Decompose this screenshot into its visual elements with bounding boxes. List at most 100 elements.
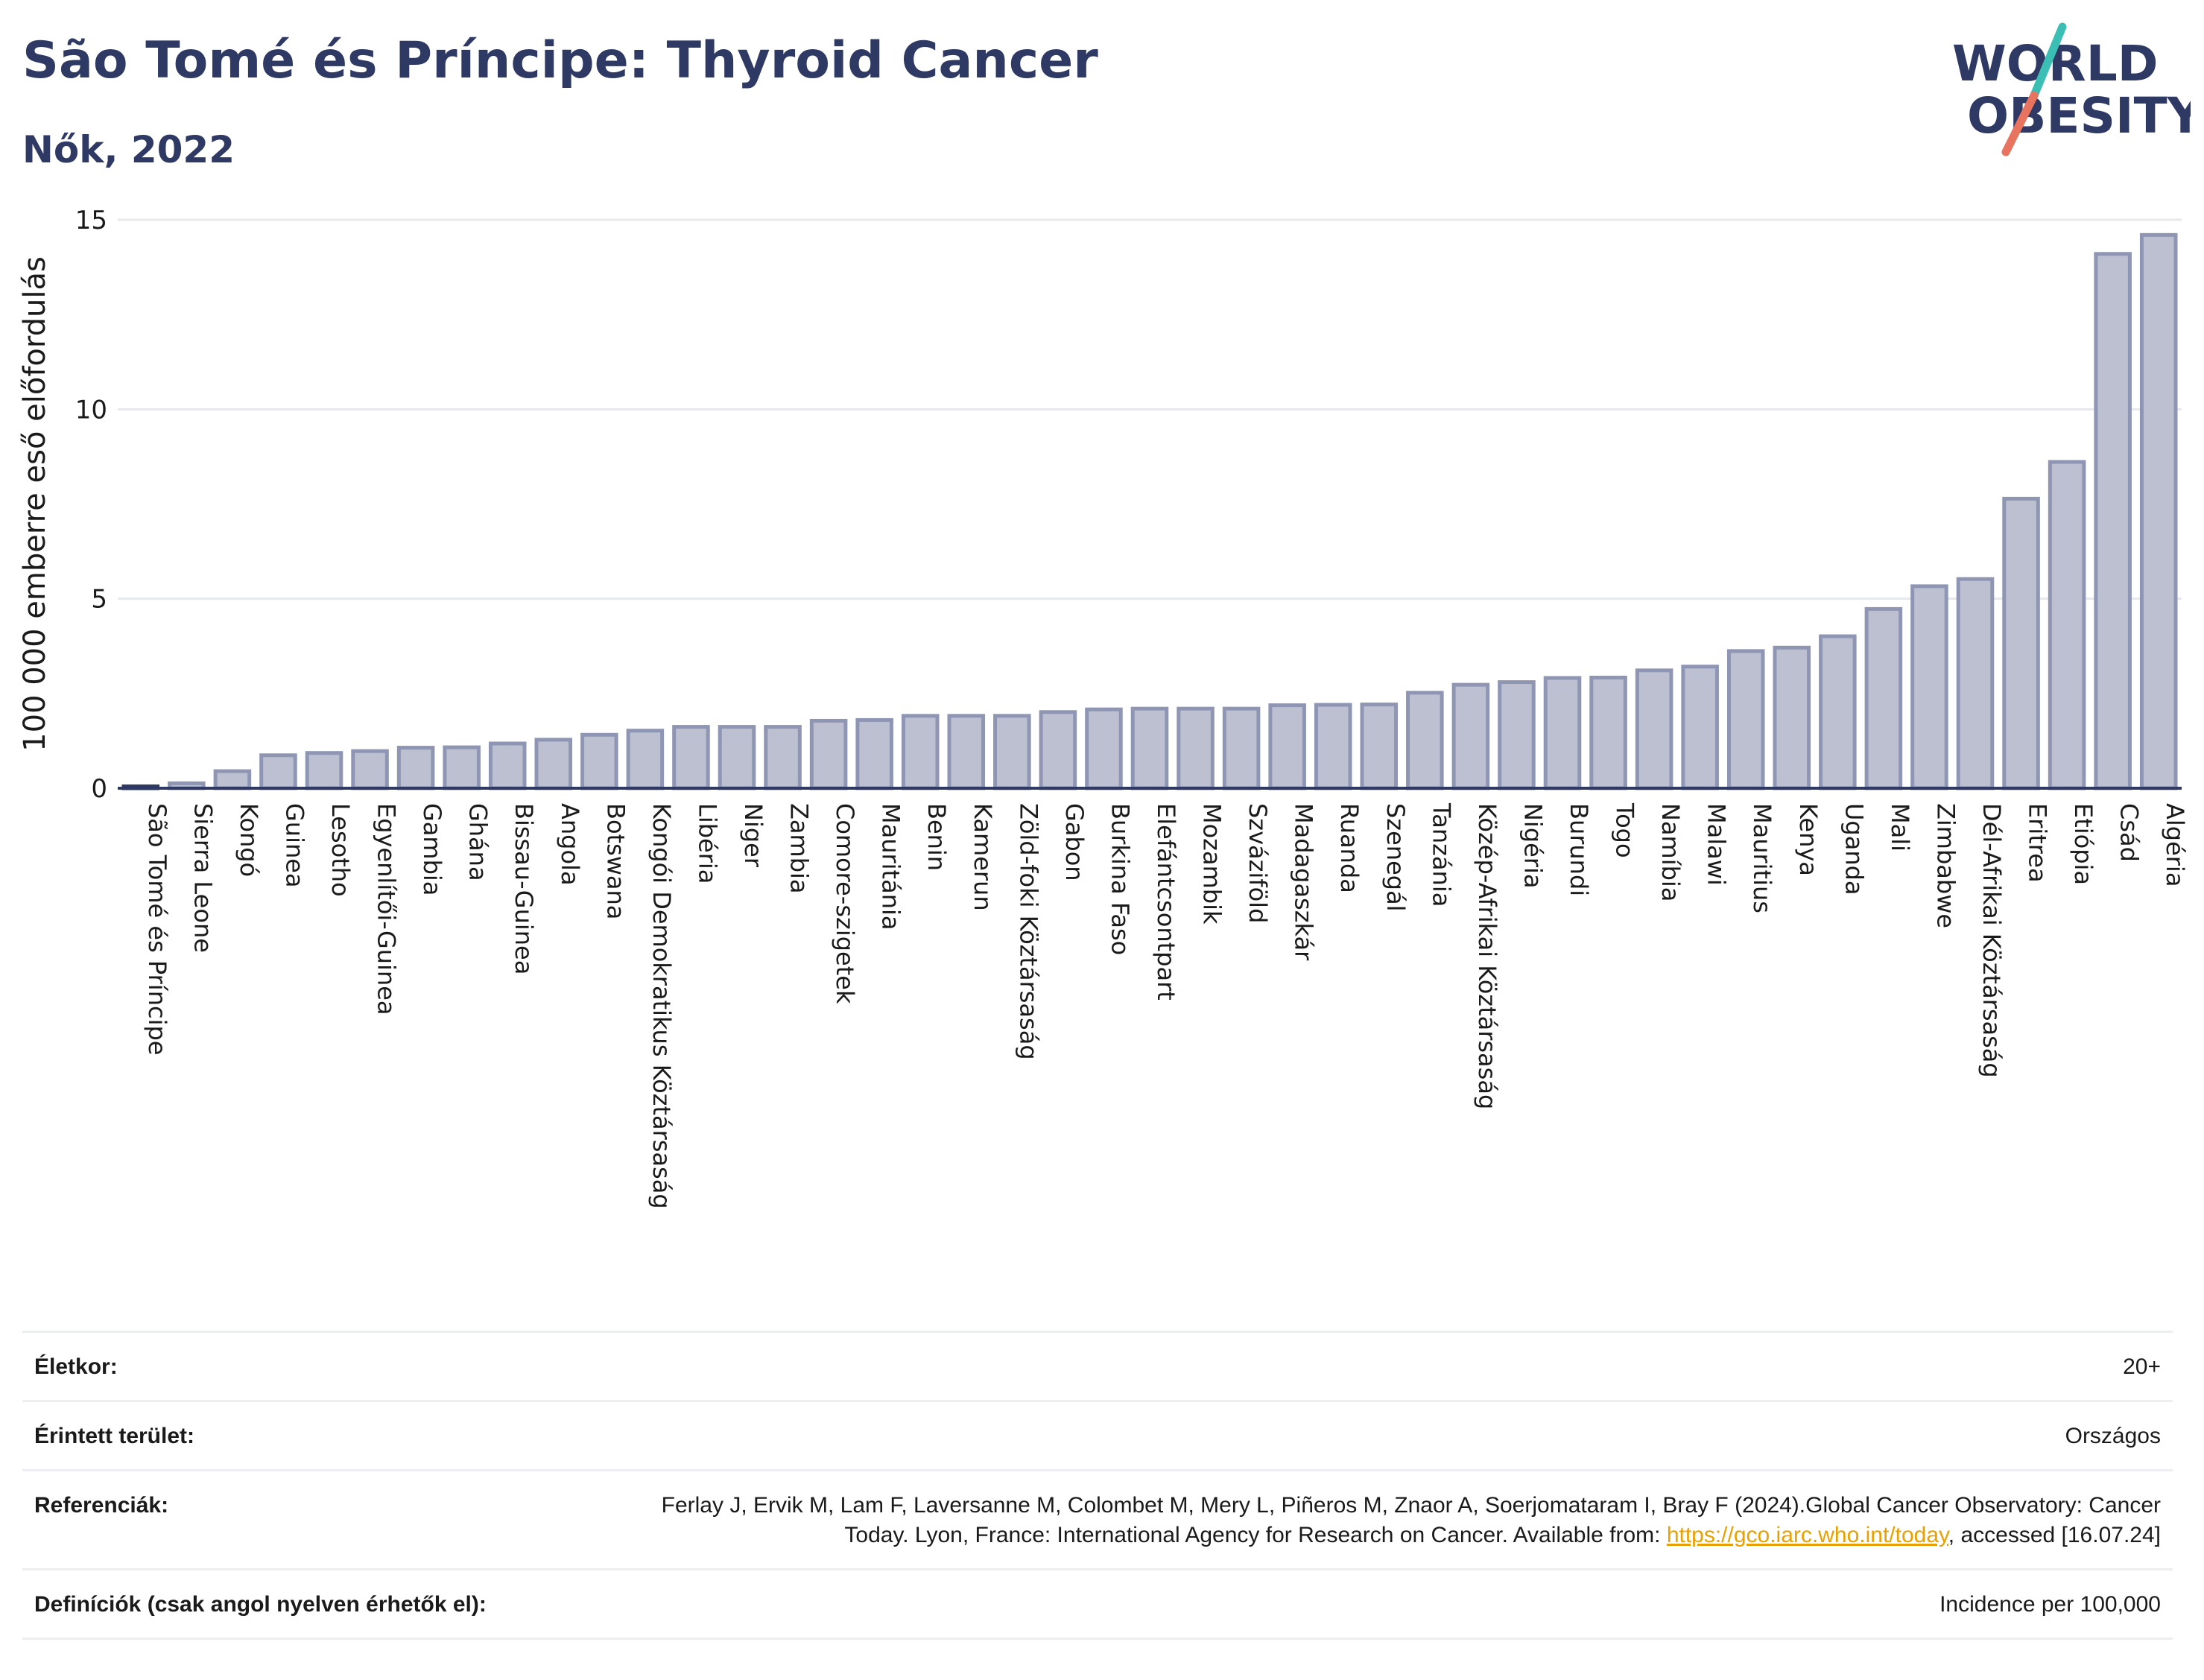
x-tick-label: Zambia xyxy=(785,803,814,894)
info-row-definitions: Definíciók (csak angol nyelven érhetők e… xyxy=(22,1568,2173,1640)
bar xyxy=(1498,680,1536,790)
bar xyxy=(1451,682,1490,790)
x-tick-label: Benin xyxy=(922,803,951,871)
x-tick-label: Mauritánia xyxy=(877,803,905,930)
x-tick-label: Mali xyxy=(1886,803,1914,852)
bar xyxy=(1314,703,1352,790)
x-tick-label: Comore-szigetek xyxy=(831,803,859,1004)
x-tick-label: Lesotho xyxy=(326,803,355,897)
bar xyxy=(718,725,756,790)
x-tick-label: Egyenlítői-Guinea xyxy=(373,803,401,1015)
x-tick-label: Bissau-Guinea xyxy=(510,803,538,974)
y-tick-label: 15 xyxy=(75,206,107,235)
x-tick-label: Tanzánia xyxy=(1427,802,1455,907)
x-tick-label: Guinea xyxy=(280,803,308,888)
info-row-age: Életkor: 20+ xyxy=(22,1331,2173,1400)
logo-text-obesity: OBESITY xyxy=(1967,87,2191,145)
x-tick-label: Malawi xyxy=(1703,803,1731,886)
x-tick-label: Burkina Faso xyxy=(1106,803,1134,955)
reference-text: Ferlay J, Ervik M, Lam F, Laversanne M, … xyxy=(661,1493,2161,1547)
reference-link[interactable]: https://gco.iarc.who.int/today xyxy=(1666,1523,1948,1547)
x-tick-label: Nigéria xyxy=(1519,803,1547,888)
x-tick-label: Mauritius xyxy=(1748,803,1776,913)
bar xyxy=(855,717,893,790)
logo-slash-top xyxy=(2030,22,2067,100)
x-tick-label: Dél-Afrikai Köztársaság xyxy=(1977,803,2006,1078)
bar xyxy=(259,753,297,790)
x-tick-label: Gabon xyxy=(1060,803,1089,881)
bar xyxy=(1726,649,1765,790)
x-tick-label: Uganda xyxy=(1840,803,1868,896)
bar xyxy=(764,725,802,790)
x-tick-label: Kenya xyxy=(1794,803,1823,876)
x-tick-label: Ruanda xyxy=(1335,803,1364,893)
bar xyxy=(993,714,1031,790)
x-tick-label: Mozambik xyxy=(1198,803,1226,925)
bar xyxy=(1360,703,1399,790)
x-tick-label: Etiópia xyxy=(2069,803,2097,885)
bar xyxy=(396,746,435,790)
x-tick-label: Namíbia xyxy=(1656,803,1685,901)
x-axis-labels: São Tomé és Príncipe Sierra Leone Kongó Gui… xyxy=(143,802,2189,1209)
chart-subtitle: Nők, 2022 xyxy=(22,128,235,171)
bar xyxy=(1635,668,1673,790)
bar xyxy=(1910,584,1948,790)
bar xyxy=(351,749,389,790)
x-tick-label: Libéria xyxy=(693,803,721,884)
bar-chart: 0 5 10 15 São Tomé és Príncipe Sierra Leone K… xyxy=(18,206,2189,1209)
info-row-area: Érintett terület: Országos xyxy=(22,1400,2173,1469)
bar xyxy=(2139,232,2178,790)
bar xyxy=(213,769,252,790)
bar xyxy=(1406,691,1444,790)
bar xyxy=(534,738,573,790)
x-tick-label: Gambia xyxy=(418,803,446,896)
y-axis-ticks: 0 5 10 15 xyxy=(75,206,107,804)
bar xyxy=(1773,645,1811,790)
x-tick-label: Burundi xyxy=(1565,803,1593,896)
bar xyxy=(1085,707,1123,790)
bar xyxy=(1130,706,1169,790)
bar xyxy=(1864,606,1903,790)
x-tick-label: Sierra Leone xyxy=(189,803,217,953)
x-tick-label: Togo xyxy=(1611,802,1639,858)
bar xyxy=(1543,676,1582,790)
info-value-definitions: Incidence per 100,000 xyxy=(1939,1592,2161,1617)
bar xyxy=(488,741,527,790)
x-tick-label: Botswana xyxy=(601,803,630,919)
bar xyxy=(2048,460,2086,790)
bar xyxy=(626,729,665,790)
bar xyxy=(1039,710,1077,790)
y-tick-label: 5 xyxy=(91,585,107,615)
x-tick-label: Elefántcsontpart xyxy=(1152,803,1180,1001)
bar xyxy=(305,751,343,790)
bar xyxy=(2094,252,2132,790)
bar xyxy=(1589,675,1627,790)
x-tick-label: Csád xyxy=(2115,803,2144,862)
bar xyxy=(1268,703,1306,790)
x-tick-label: São Tomé és Príncipe xyxy=(143,803,171,1055)
bar xyxy=(1222,706,1261,790)
info-label-definitions: Definíciók (csak angol nyelven érhetők e… xyxy=(34,1592,487,1617)
x-tick-label: Kamerun xyxy=(969,803,997,911)
reference-accessed: , accessed [16.07.24] xyxy=(1948,1523,2161,1547)
x-tick-label: Angola xyxy=(556,803,584,886)
bar xyxy=(947,714,986,790)
bar xyxy=(1956,577,1995,790)
info-label-age: Életkor: xyxy=(34,1354,118,1379)
x-tick-label: Zimbabwe xyxy=(1931,803,1960,928)
info-value-area: Országos xyxy=(2065,1424,2161,1448)
x-tick-label: Algéria xyxy=(2161,803,2189,887)
bar xyxy=(1177,706,1215,790)
info-label-area: Érintett terület: xyxy=(34,1424,195,1448)
x-tick-label: Eritrea xyxy=(2024,803,2052,883)
bar xyxy=(443,745,481,790)
info-row-references: Referenciák: Ferlay J, Ervik M, Lam F, L… xyxy=(22,1469,2173,1568)
logo-slash-bottom xyxy=(2001,91,2039,156)
x-tick-label: Szenegál xyxy=(1381,803,1410,912)
chart-title: São Tomé és Príncipe: Thyroid Cancer xyxy=(22,31,1098,90)
x-tick-label: Szváziföld xyxy=(1244,803,1272,923)
x-tick-label: Zöld-foki Köztársaság xyxy=(1014,803,1042,1060)
info-value-references: Ferlay J, Ervik M, Lam F, Laversanne M, … xyxy=(596,1491,2161,1550)
x-tick-label: Madagaszkár xyxy=(1290,803,1318,961)
x-tick-label: Ghána xyxy=(464,803,493,881)
